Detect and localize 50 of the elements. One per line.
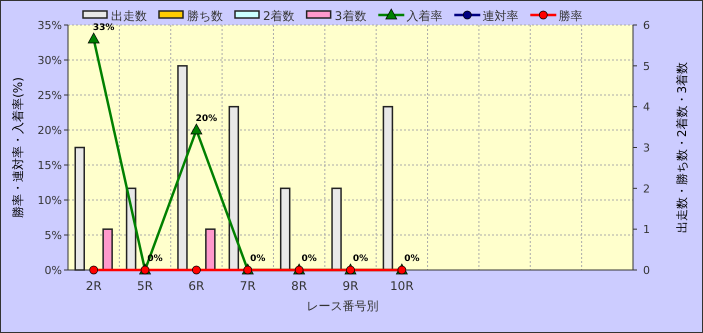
x-tick-label: 9R: [342, 279, 358, 293]
y-axis-title: 勝率・連対率・入着率(%): [11, 77, 25, 218]
legend-label: 勝率: [558, 9, 582, 23]
data-label: 33%: [92, 23, 114, 33]
bar: [102, 228, 113, 271]
legend-label: 3着数: [334, 9, 366, 23]
point: [89, 266, 98, 274]
data-label: 20%: [196, 114, 218, 124]
y-tick-label: 10%: [38, 194, 62, 207]
y2-tick-label: 2: [643, 182, 650, 196]
bar: [205, 228, 216, 271]
legend-label: 2着数: [263, 9, 295, 23]
y2-tick-label: 5: [643, 60, 650, 73]
y-tick-label: 20%: [38, 124, 62, 137]
y2-tick-label: 6: [643, 19, 650, 32]
point: [88, 32, 100, 44]
y2-tick-label: 3: [643, 142, 650, 154]
data-label: 0%: [250, 254, 266, 264]
y2-tick-label: 0: [643, 264, 650, 277]
data-label: 0%: [352, 254, 368, 264]
x-tick-label: 2R: [86, 279, 102, 293]
bar: [331, 188, 342, 271]
y2-tick-label: 1: [643, 223, 650, 236]
bar: [382, 106, 394, 271]
data-label: 0%: [404, 254, 420, 264]
y-tick-label: 0%: [44, 264, 62, 277]
legend-label: 入着率: [406, 9, 442, 23]
y-tick-label: 15%: [38, 159, 62, 172]
y-tick-label: 25%: [38, 89, 62, 102]
point: [192, 266, 201, 274]
y2-tick-label: 4: [643, 100, 650, 114]
bar: [177, 65, 188, 271]
legend-label: 勝ち数: [187, 9, 223, 23]
x-axis-title: レース番号別: [306, 299, 378, 313]
y2-axis-title: 出走数・勝ち数・2着数・3着数: [675, 62, 689, 234]
bar: [228, 106, 240, 271]
x-tick-label: 10R: [390, 279, 414, 293]
y-tick-label: 35%: [38, 19, 62, 32]
bar: [280, 188, 290, 271]
point: [190, 124, 202, 134]
legend-label: 出走数: [111, 9, 147, 23]
y-tick-label: 30%: [38, 54, 62, 67]
legend-label: 連対率: [482, 9, 518, 23]
x-tick-label: 5R: [137, 279, 154, 293]
x-tick-label: 7R: [240, 279, 256, 293]
data-label: 0%: [301, 254, 317, 264]
y-tick-label: 5%: [44, 229, 62, 242]
x-tick-label: 6R: [188, 279, 204, 293]
bar: [74, 146, 85, 271]
x-tick-label: 8R: [291, 279, 308, 293]
